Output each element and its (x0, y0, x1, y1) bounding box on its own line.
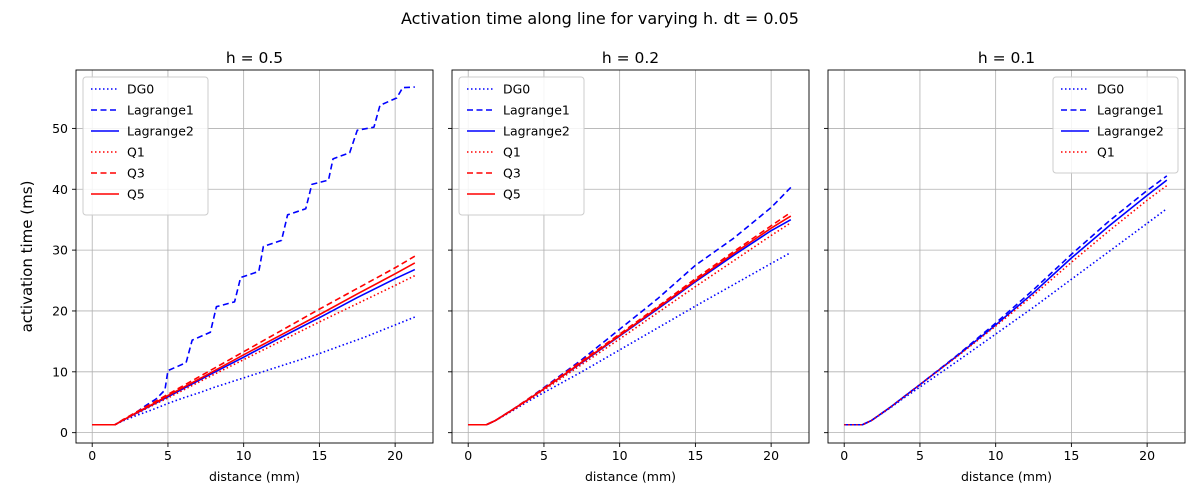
y-tick-label: 10 (52, 364, 68, 379)
series-group (468, 186, 792, 426)
x-tick-label: 20 (763, 448, 779, 463)
series-line-q5 (92, 262, 416, 426)
x-tick-label: 15 (1063, 448, 1079, 463)
legend-label: Lagrange1 (1097, 103, 1164, 118)
subplot-1: 0 5 10 15 20 0 10 20 30 40 50 h = 0.5 distance (mm) a… (18, 49, 434, 484)
subplot-title: h = 0.5 (226, 49, 283, 67)
x-tick-label: 5 (540, 448, 548, 463)
legend-box (458, 76, 585, 216)
subplot-title: h = 0.1 (978, 49, 1035, 67)
figure-suptitle: Activation time along line for varying h… (401, 9, 799, 28)
subplot-title: h = 0.2 (602, 49, 659, 67)
series-line-lagrange1 (468, 186, 792, 426)
x-tick-label: 10 (612, 448, 628, 463)
legend-label: Lagrange1 (503, 103, 570, 118)
x-tick-label: 0 (840, 448, 848, 463)
series-line-lagrange1 (92, 86, 415, 426)
legend-label: Q3 (503, 166, 521, 181)
series-line-q3 (92, 255, 416, 426)
series-line-lagrange2 (92, 268, 416, 426)
axes-frame (75, 69, 434, 444)
legend-label: Lagrange1 (127, 103, 194, 118)
series-line-q1 (92, 274, 416, 426)
series-line-q5 (468, 215, 792, 426)
x-tick-label: 10 (988, 448, 1004, 463)
legend-label: Lagrange2 (127, 124, 194, 139)
y-tick-label: 30 (52, 243, 68, 258)
x-tick-label: 0 (88, 448, 96, 463)
series-line-lagrange2 (844, 179, 1168, 426)
axes-frame (451, 69, 810, 444)
series-group (844, 175, 1168, 426)
subplot-3: 0 5 10 15 20 h = 0.1 distance (mm) DG0 Lagrange1… (824, 49, 1186, 484)
series-line-q3 (468, 211, 792, 426)
x-tick-label: 5 (164, 448, 172, 463)
x-tick-label: 15 (687, 448, 703, 463)
legend: DG0 Lagrange1 Lagrange2 Q1 (1052, 76, 1179, 174)
legend-label: Lagrange2 (503, 124, 570, 139)
series-line-dg0 (468, 251, 792, 426)
legend-label: Q3 (127, 166, 145, 181)
series-group (92, 86, 416, 426)
legend-label: DG0 (1097, 82, 1124, 97)
x-tick-label: 10 (236, 448, 252, 463)
legend-label: Lagrange2 (1097, 124, 1164, 139)
series-line-lagrange1 (844, 175, 1168, 426)
x-tick-label: 0 (464, 448, 472, 463)
legend-label: Q1 (1097, 145, 1115, 160)
legend-label: DG0 (127, 82, 154, 97)
x-tick-label: 20 (387, 448, 403, 463)
legend-label: Q5 (127, 187, 145, 202)
series-line-q1 (844, 184, 1168, 426)
x-tick-label: 20 (1139, 448, 1155, 463)
legend: DG0 Lagrange1 Lagrange2 Q1 Q3 Q5 (82, 76, 209, 216)
x-tick-label: 5 (916, 448, 924, 463)
y-tick-label: 50 (52, 121, 68, 136)
x-axis-label: distance (mm) (585, 469, 676, 484)
axes-frame (827, 69, 1186, 444)
subplot-2: 0 5 10 15 20 h = 0.2 distance (mm) DG0 Lagrange1… (448, 49, 810, 484)
y-tick-label: 40 (52, 182, 68, 197)
x-tick-label: 15 (311, 448, 327, 463)
series-line-q1 (468, 222, 792, 426)
legend-box (82, 76, 209, 216)
y-tick-label: 20 (52, 303, 68, 318)
legend-label: Q1 (127, 145, 145, 160)
legend-box (1052, 76, 1179, 174)
y-tick-label: 0 (60, 425, 68, 440)
x-axis-label: distance (mm) (209, 469, 300, 484)
legend: DG0 Lagrange1 Lagrange2 Q1 Q3 Q5 (458, 76, 585, 216)
x-axis-label: distance (mm) (961, 469, 1052, 484)
legend-label: DG0 (503, 82, 530, 97)
y-axis-label: activation time (ms) (18, 181, 36, 333)
legend-label: Q1 (503, 145, 521, 160)
legend-label: Q5 (503, 187, 521, 202)
